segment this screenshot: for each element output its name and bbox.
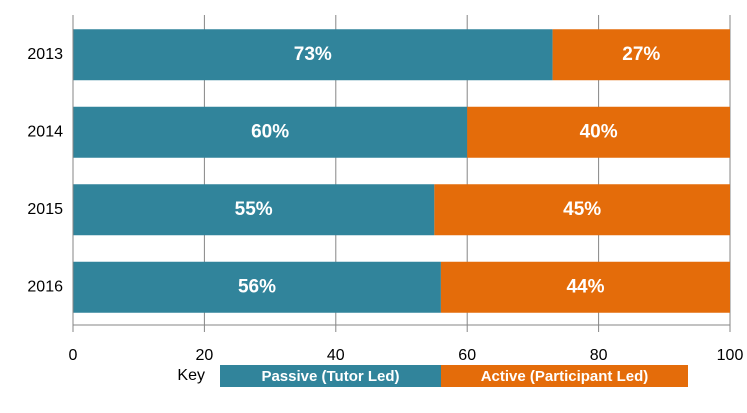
bar-segment [434, 184, 730, 236]
bar-segment [73, 106, 468, 158]
y-tick-label: 2016 [27, 278, 63, 295]
legend-label: Active (Participant Led) [481, 368, 649, 385]
value-label: 27% [622, 44, 660, 65]
value-label: 73% [294, 44, 332, 65]
bar-segment [552, 29, 730, 81]
value-label: 56% [238, 276, 276, 297]
bar-segment [73, 184, 435, 236]
x-tick-label: 40 [327, 347, 345, 364]
legend-swatch [220, 365, 441, 387]
legend-label: Passive (Tutor Led) [261, 368, 399, 385]
bar-segment [73, 261, 441, 313]
x-tick-label: 100 [717, 347, 744, 364]
y-tick-label: 2015 [27, 201, 63, 218]
value-label: 44% [566, 276, 604, 297]
x-tick-label: 20 [196, 347, 214, 364]
value-label: 40% [580, 121, 618, 142]
y-tick-label: 2013 [27, 46, 63, 63]
bar-segment [73, 29, 553, 81]
value-label: 55% [235, 199, 273, 220]
legend-title: Key [177, 367, 205, 384]
legend-swatch [441, 365, 688, 387]
x-tick-label: 0 [69, 347, 78, 364]
bar-segment [440, 261, 730, 313]
x-tick-label: 60 [458, 347, 476, 364]
value-label: 60% [251, 121, 289, 142]
bar-segment [467, 106, 730, 158]
y-tick-label: 2014 [27, 123, 63, 140]
x-tick-label: 80 [590, 347, 608, 364]
value-label: 45% [563, 199, 601, 220]
